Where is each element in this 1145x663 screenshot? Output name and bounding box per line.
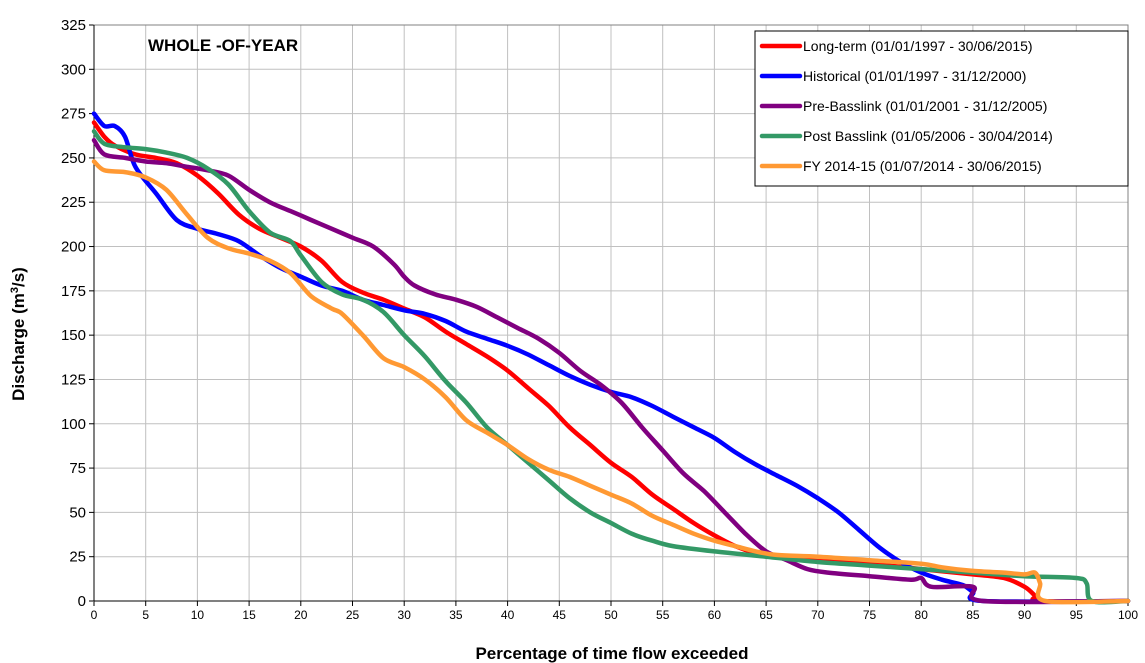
y-tick-label: 100 <box>61 416 86 433</box>
x-tick-label: 85 <box>966 608 980 622</box>
x-tick-label: 70 <box>811 608 825 622</box>
x-tick-label: 60 <box>708 608 722 622</box>
x-tick-label: 45 <box>553 608 567 622</box>
x-tick-label: 80 <box>915 608 929 622</box>
x-tick-label: 25 <box>346 608 360 622</box>
y-axis-title-end: /s) <box>9 267 28 287</box>
y-tick-label: 50 <box>69 504 86 521</box>
y-tick-label: 175 <box>61 283 86 300</box>
x-tick-label: 90 <box>1018 608 1032 622</box>
x-tick-label: 50 <box>604 608 618 622</box>
x-tick-label: 100 <box>1118 608 1138 622</box>
x-tick-label: 95 <box>1070 608 1084 622</box>
y-tick-label: 0 <box>78 593 86 610</box>
x-axis-title: Percentage of time flow exceeded <box>475 644 748 663</box>
series-line-historical <box>91 111 1131 604</box>
x-tick-label: 40 <box>501 608 515 622</box>
legend-label-historical: Historical (01/01/1997 - 31/12/2000) <box>803 68 1026 84</box>
x-tick-label: 10 <box>191 608 205 622</box>
series-line-fy-2014-15 <box>91 159 1131 605</box>
y-tick-label: 200 <box>61 239 86 256</box>
x-tick-label: 15 <box>242 608 256 622</box>
y-tick-label: 250 <box>61 150 86 167</box>
legend-label-post-basslink: Post Basslink (01/05/2006 - 30/04/2014) <box>803 128 1053 144</box>
y-tick-label: 150 <box>61 327 86 344</box>
x-tick-label: 55 <box>656 608 670 622</box>
y-axis-title-sup: 3 <box>9 287 21 293</box>
y-tick-label: 75 <box>69 460 86 477</box>
series-lines <box>91 111 1131 605</box>
x-tick-label: 75 <box>863 608 877 622</box>
legend-box <box>754 30 1129 187</box>
y-tick-label: 25 <box>69 549 86 566</box>
series-line-pre-basslink <box>91 137 1131 605</box>
legend-label-pre-basslink: Pre-Basslink (01/01/2001 - 31/12/2005) <box>803 98 1047 114</box>
y-tick-label: 125 <box>61 371 86 388</box>
x-tick-label: 0 <box>91 608 98 622</box>
series-line-post-basslink <box>91 129 1131 605</box>
y-tick-label: 325 <box>61 17 86 34</box>
tick-labels: 0 25 50 75 100 125 150 175 200 225 250 275 300 325 0 5 1… <box>61 17 1138 622</box>
x-tick-label: 30 <box>398 608 412 622</box>
y-tick-label: 275 <box>61 106 86 123</box>
x-tick-label: 20 <box>294 608 308 622</box>
legend: Long-term (01/01/1997 - 30/06/2015) Histo… <box>754 30 1129 187</box>
legend-label-fy-2014-15: FY 2014-15 (01/07/2014 - 30/06/2015) <box>803 158 1042 174</box>
y-axis-title-main: Discharge (m <box>9 293 28 401</box>
x-tick-label: 35 <box>449 608 463 622</box>
x-tick-label: 65 <box>759 608 773 622</box>
legend-label-long-term: Long-term (01/01/1997 - 30/06/2015) <box>803 38 1033 54</box>
chart-title: WHOLE -OF-YEAR <box>148 36 298 55</box>
y-tick-label: 300 <box>61 61 86 78</box>
x-tick-label: 5 <box>142 608 149 622</box>
y-axis-title: Discharge (m3/s) <box>9 267 28 401</box>
y-tick-label: 225 <box>61 194 86 211</box>
